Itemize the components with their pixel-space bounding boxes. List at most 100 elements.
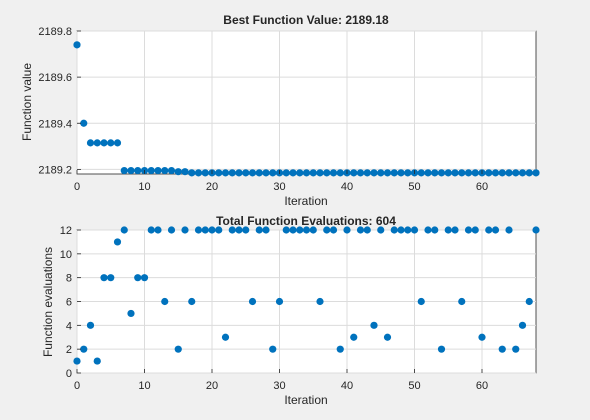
- data-point: [485, 226, 493, 234]
- best-function-value-plot: 0 10 20 30 40 50 60 2189.2 2189.4 2189.6 2189.8 B…: [20, 13, 540, 208]
- data-point: [309, 226, 317, 234]
- data-point: [208, 226, 216, 234]
- y-tick-label: 0: [66, 368, 72, 380]
- data-point: [296, 169, 304, 177]
- data-point: [235, 226, 243, 234]
- data-point: [194, 226, 203, 234]
- data-point: [350, 333, 358, 341]
- data-point: [532, 169, 540, 177]
- data-point: [161, 297, 169, 306]
- data-point: [309, 169, 317, 177]
- y-axis-label-evaluations: Function evaluations: [41, 247, 55, 357]
- data-point: [262, 169, 270, 177]
- data-point: [316, 297, 324, 306]
- data-point: [282, 226, 290, 234]
- chart-title-best-value: Best Function Value: 2189.18: [223, 13, 389, 27]
- data-point: [262, 226, 270, 234]
- data-point: [377, 169, 385, 177]
- data-point: [228, 226, 236, 234]
- y-tick-label: 10: [60, 249, 72, 261]
- data-point: [383, 333, 392, 341]
- data-point: [235, 169, 243, 177]
- x-tick-label: 60: [476, 181, 488, 193]
- data-point: [485, 169, 493, 177]
- data-point: [86, 321, 95, 329]
- data-point: [100, 139, 108, 147]
- data-point: [174, 168, 182, 176]
- data-point: [316, 169, 324, 177]
- data-point: [296, 226, 304, 234]
- data-point: [201, 169, 209, 177]
- data-point: [194, 169, 203, 177]
- data-point: [350, 169, 358, 177]
- data-point: [525, 297, 533, 306]
- data-point: [188, 297, 196, 306]
- data-point: [93, 139, 101, 147]
- data-point: [532, 226, 540, 234]
- data-point: [525, 169, 533, 177]
- data-point: [471, 226, 479, 234]
- x-tick-label: 40: [341, 181, 353, 193]
- data-point: [404, 226, 412, 234]
- data-point: [127, 309, 135, 318]
- data-point: [181, 168, 189, 176]
- data-point: [289, 226, 297, 234]
- data-point: [113, 238, 122, 246]
- data-point: [505, 226, 513, 234]
- y-tick-label: 2189.6: [38, 72, 72, 84]
- data-point: [431, 169, 439, 177]
- data-point: [201, 226, 209, 234]
- chart-title-evaluations: Total Function Evaluations: 604: [216, 214, 396, 228]
- gridlines-best-value: [76, 30, 536, 174]
- data-point: [282, 169, 290, 177]
- data-point: [397, 226, 405, 234]
- y-ticks-best-value: 2189.2 2189.4 2189.6 2189.8: [38, 26, 81, 176]
- markers-evaluations: [73, 226, 540, 365]
- data-point: [437, 169, 446, 177]
- data-point: [73, 357, 81, 365]
- x-axis-label-evaluations: Iteration: [284, 393, 327, 407]
- data-point: [370, 321, 378, 329]
- data-point: [248, 169, 257, 177]
- data-point: [100, 274, 108, 282]
- data-point: [107, 139, 115, 147]
- data-point: [424, 169, 432, 177]
- x-tick-label: 20: [206, 380, 218, 392]
- data-point: [215, 226, 223, 234]
- data-point: [363, 169, 371, 177]
- data-point: [113, 139, 122, 147]
- data-point: [140, 274, 149, 282]
- x-ticks-best-value: 0 10 20 30 40 50 60: [74, 170, 488, 193]
- data-point: [390, 226, 398, 234]
- data-point: [336, 345, 344, 353]
- data-point: [323, 226, 331, 234]
- data-point: [269, 169, 277, 177]
- data-point: [93, 357, 101, 365]
- data-point: [464, 169, 473, 177]
- data-point: [181, 226, 189, 234]
- data-point: [424, 226, 432, 234]
- data-point: [242, 226, 250, 234]
- data-point: [167, 166, 176, 175]
- data-point: [444, 226, 452, 234]
- data-point: [154, 166, 162, 175]
- data-point: [134, 166, 142, 175]
- data-point: [336, 169, 344, 177]
- data-point: [73, 41, 81, 49]
- x-tick-label: 50: [408, 380, 420, 392]
- data-point: [377, 226, 385, 234]
- data-point: [464, 226, 473, 234]
- data-point: [417, 297, 425, 306]
- data-point: [215, 169, 223, 177]
- data-point: [154, 226, 162, 234]
- data-point: [120, 226, 128, 234]
- data-point: [458, 169, 466, 177]
- x-ticks-evaluations: 0 10 20 30 40 50 60: [74, 369, 488, 392]
- data-point: [80, 345, 88, 353]
- data-point: [242, 169, 250, 177]
- data-point: [478, 333, 486, 341]
- data-point: [221, 333, 230, 341]
- data-point: [458, 297, 466, 306]
- data-point: [289, 169, 297, 177]
- data-point: [167, 226, 176, 234]
